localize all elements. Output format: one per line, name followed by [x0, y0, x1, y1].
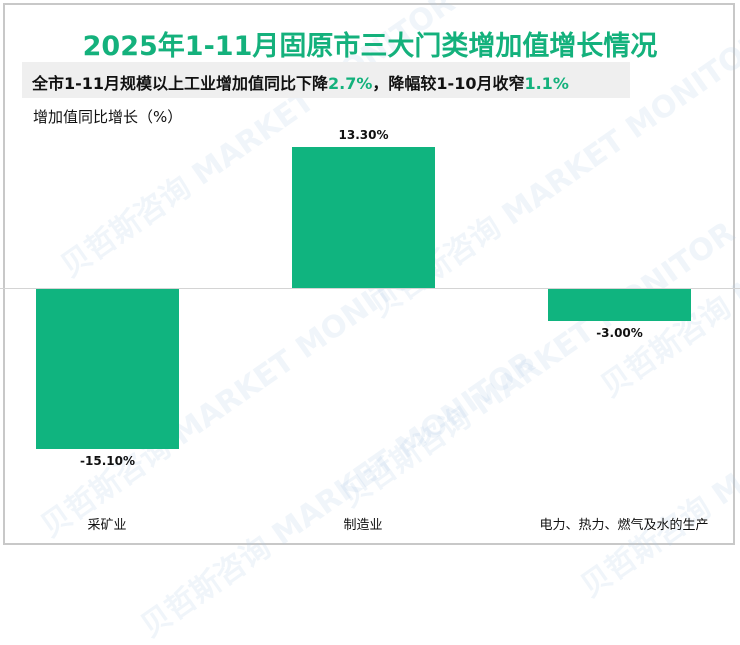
y-axis-label: 增加值同比增长（%） [33, 108, 183, 126]
category-label: 采矿业 [87, 518, 127, 533]
chart-subtitle: 全市1-11月规模以上工业增加值同比下降2.7%，降幅较1-10月收窄1.1% [32, 70, 569, 94]
bar-value-label: -15.10% [80, 454, 135, 469]
bar-2 [548, 289, 691, 321]
subtitle-text-1: 全市1-11月规模以上工业增加值同比下降 [32, 74, 329, 93]
bar-value-label: -3.00% [596, 325, 643, 340]
bar-1 [292, 147, 435, 288]
subtitle-value-1: 2.7% [328, 74, 373, 93]
subtitle-value-2: 1.1% [524, 74, 569, 93]
subtitle-background [22, 62, 630, 98]
chart-title: 2025年1-11月固原市三大门类增加值增长情况 [82, 31, 658, 62]
subtitle-text-2: ，降幅较1-10月收窄 [372, 74, 525, 93]
bar-value-label: 13.30% [338, 128, 389, 142]
category-label: 制造业 [343, 518, 383, 533]
bar-0 [36, 289, 179, 450]
category-label: 电力、热力、燃气及水的生产 [539, 518, 709, 533]
zero-baseline [0, 288, 740, 289]
